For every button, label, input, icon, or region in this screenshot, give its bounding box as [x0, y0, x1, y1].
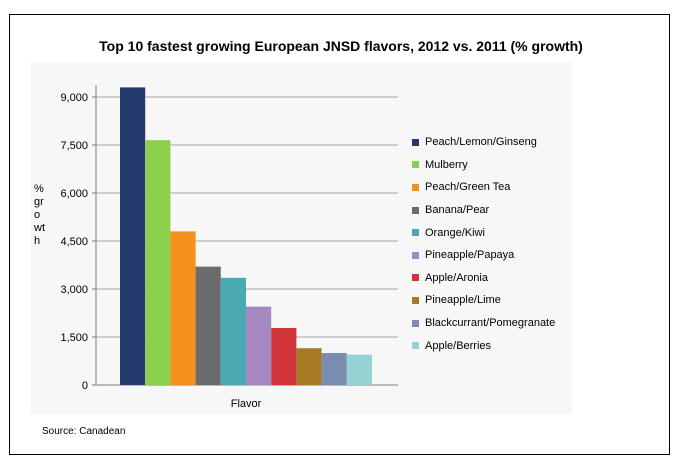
legend-label: Apple/Berries: [425, 339, 492, 352]
legend-label: Peach/Green Tea: [425, 181, 511, 194]
legend-swatch: [412, 206, 419, 214]
legend-item: Banana/Pear: [412, 199, 555, 222]
legend-item: Mulberry: [412, 154, 555, 177]
legend-swatch: [412, 296, 419, 304]
bar: [220, 277, 246, 385]
y-tick-label: 3,000: [60, 284, 88, 296]
legend-item: Peach/Green Tea: [412, 176, 555, 199]
legend-item: Orange/Kiwi: [412, 221, 555, 244]
chart-legend: Peach/Lemon/Ginseng Mulberry Peach/Green T…: [412, 131, 555, 357]
y-tick-label: 7,500: [60, 140, 88, 152]
legend-label: Pineapple/Papaya: [425, 249, 515, 262]
legend-swatch: [412, 342, 419, 350]
legend-item: Apple/Aronia: [412, 267, 555, 290]
bar: [321, 353, 347, 385]
y-tick-label: 6,000: [60, 188, 88, 200]
bar: [296, 348, 322, 385]
legend-swatch: [412, 138, 419, 146]
bar: [145, 140, 171, 385]
legend-label: Blackcurrant/Pomegranate: [425, 317, 556, 330]
legend-item: Pineapple/Lime: [412, 289, 555, 312]
legend-item: Apple/Berries: [412, 334, 555, 357]
legend-swatch: [412, 251, 419, 259]
chart-title: Top 10 fastest growing European JNSD fla…: [99, 38, 583, 54]
legend-swatch: [412, 229, 419, 237]
bar: [346, 354, 372, 385]
source-note: Source: Canadean: [42, 426, 126, 437]
legend-swatch: [412, 161, 419, 169]
legend-swatch: [412, 274, 419, 282]
legend-swatch: [412, 183, 419, 191]
legend-swatch: [412, 319, 419, 327]
bar: [120, 87, 146, 386]
bar: [195, 266, 221, 385]
y-tick-label: 4,500: [60, 236, 88, 248]
legend-item: Peach/Lemon/Ginseng: [412, 131, 555, 154]
legend-label: Peach/Lemon/Ginseng: [425, 136, 537, 149]
y-tick-label: 9,000: [60, 92, 88, 104]
legend-label: Pineapple/Lime: [425, 294, 501, 307]
bar: [170, 231, 196, 385]
legend-item: Blackcurrant/Pomegranate: [412, 312, 555, 335]
bar: [246, 306, 272, 385]
x-axis-label: Flavor: [231, 398, 262, 410]
y-tick-label: 0: [82, 380, 88, 392]
legend-label: Apple/Aronia: [425, 271, 488, 284]
y-axis-label: % growth: [34, 183, 45, 247]
legend-item: Pineapple/Papaya: [412, 244, 555, 267]
legend-label: Banana/Pear: [425, 204, 490, 217]
legend-label: Orange/Kiwi: [425, 226, 485, 239]
bar: [271, 328, 297, 385]
y-tick-label: 1,500: [60, 332, 88, 344]
legend-label: Mulberry: [425, 158, 468, 171]
